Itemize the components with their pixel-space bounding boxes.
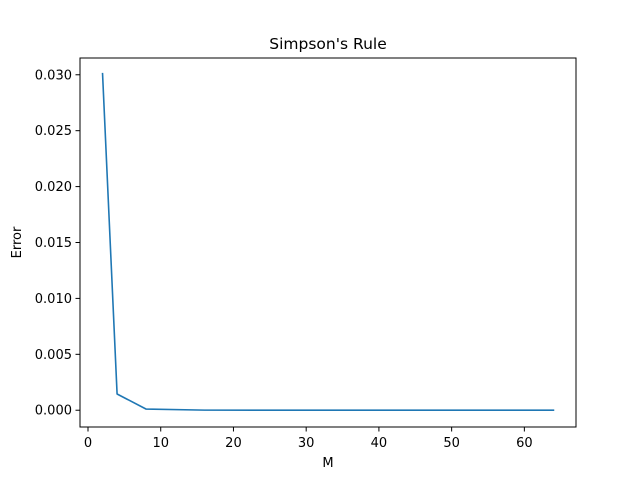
x-tick-label: 40	[371, 436, 388, 451]
chart-title: Simpson's Rule	[269, 35, 386, 53]
x-tick-label: 10	[152, 436, 169, 451]
x-tick-label: 20	[225, 436, 242, 451]
y-tick-label: 0.005	[35, 348, 72, 363]
series-layer	[101, 72, 555, 412]
x-tick-label: 0	[84, 436, 92, 451]
x-tick-label: 30	[298, 436, 315, 451]
y-tick-label: 0.030	[35, 68, 72, 83]
y-tick-label: 0.020	[35, 180, 72, 195]
y-tick-label: 0.015	[35, 236, 72, 251]
x-tick-label: 50	[443, 436, 460, 451]
y-axis: 0.000 0.005 0.010 0.015 0.020 0.025 0.030	[35, 68, 80, 419]
x-axis-label: M	[322, 456, 333, 471]
y-tick-label: 0.000	[35, 404, 72, 419]
x-tick-label: 60	[516, 436, 533, 451]
y-tick-label: 0.010	[35, 292, 72, 307]
x-axis: 0 10 20 30 40 50 60	[84, 427, 533, 451]
series-line	[101, 72, 555, 412]
y-axis-label: Error	[10, 226, 25, 258]
y-tick-label: 0.025	[35, 124, 72, 139]
plot-background	[80, 58, 576, 427]
